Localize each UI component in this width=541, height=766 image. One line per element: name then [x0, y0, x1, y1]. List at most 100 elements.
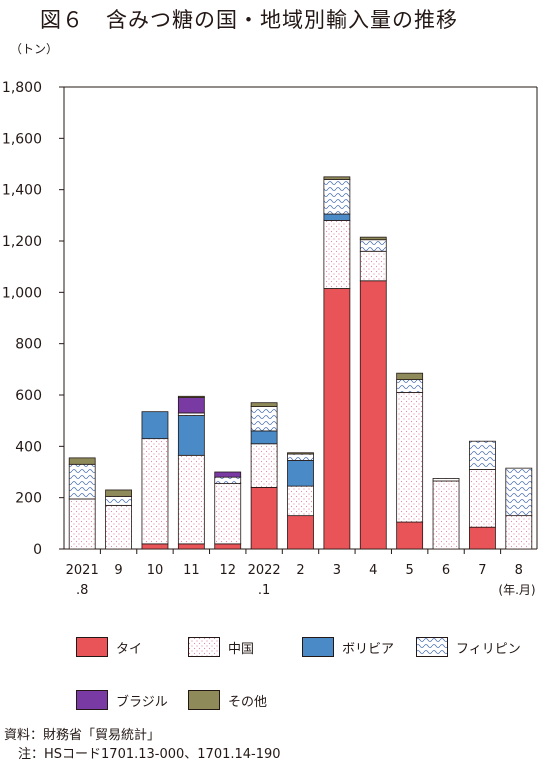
- y-tick-label: 1,000: [2, 285, 42, 301]
- y-tick-label: 1,200: [2, 234, 42, 250]
- source-notes: 資料：財務省「貿易統計」 注：HSコード1701.13-000、1701.14-…: [4, 726, 281, 764]
- legend-label: ボリビア: [342, 641, 395, 657]
- bar-segment-philippines: [432, 478, 460, 482]
- legend-swatch-fill: [302, 637, 334, 657]
- stacked-bar-chart: 0 200 400 600 800 1,000 1,200 1,400 1,600 1,800 20…: [2, 80, 538, 598]
- x-tick-label: 9: [114, 563, 122, 578]
- y-tick-label: 400: [15, 439, 42, 455]
- y-tick-label: 600: [15, 388, 42, 404]
- legend-item-thai: タイ: [76, 636, 142, 658]
- legend-item-other: その他: [188, 689, 267, 711]
- x-tick-label: 12: [219, 563, 236, 578]
- y-tick-label: 1,800: [2, 80, 42, 96]
- bar-segment-philippines: [250, 406, 278, 432]
- legend-swatch-fill: [188, 690, 220, 710]
- chart-title: 図６ 含みつ糖の国・地域別輸入量の推移: [40, 8, 458, 32]
- x-tick-label: 2022: [248, 563, 281, 578]
- legend-swatch-fill: [76, 690, 108, 710]
- bar-segment-china: [68, 498, 96, 550]
- bar-segment-thai: [323, 288, 351, 550]
- legend-item-bolivia: ボリビア: [302, 636, 394, 658]
- x-tick-label: 10: [147, 563, 164, 578]
- bar-segment-china: [396, 392, 424, 523]
- bar-segment-philippines: [469, 440, 496, 470]
- bar-segment-thai: [250, 486, 278, 550]
- bar-segment-china: [177, 454, 205, 545]
- legend-swatch-fill: [416, 637, 448, 657]
- bar-segment-bolivia: [250, 430, 278, 445]
- bar-segment-philippines: [214, 476, 242, 484]
- bar-segment-brazil: [177, 397, 205, 414]
- bar-segment-philippines: [396, 379, 424, 393]
- bar-segment-other: [68, 457, 96, 465]
- legend-swatch-philippines: [416, 637, 448, 657]
- bar-segment-thai: [396, 521, 424, 550]
- bar-segment-china: [214, 483, 242, 545]
- bar-segment-china: [469, 469, 496, 528]
- legend-swatch-fill: [76, 637, 108, 657]
- bar-segment-philippines: [105, 495, 132, 506]
- legend-item-china: 中国: [188, 636, 254, 658]
- bar-segment-china: [432, 480, 460, 550]
- legend-item-philippines: フィリピン: [416, 636, 521, 658]
- x-tick-label: 7: [478, 563, 486, 578]
- y-tick-label: 800: [15, 337, 42, 353]
- source-line: 資料：財務省「貿易統計」: [4, 728, 161, 743]
- legend-swatch-bolivia: [302, 637, 334, 657]
- y-axis-unit: （トン）: [10, 42, 59, 56]
- legend-swatch-china: [188, 637, 220, 657]
- note-line: 注：HSコード1701.13-000、1701.14-190: [18, 747, 281, 762]
- x-tick-label: 11: [183, 563, 200, 578]
- bar-segment-other: [287, 452, 314, 455]
- bar-segment-thai: [177, 543, 205, 550]
- y-tick-label: 0: [33, 542, 42, 558]
- bar-segment-other: [323, 176, 351, 180]
- y-tick-label: 1,600: [2, 131, 42, 147]
- legend-label: タイ: [116, 641, 143, 657]
- bar-segment-other: [177, 395, 205, 398]
- bar-segment-china: [105, 504, 132, 550]
- bar-segment-thai: [214, 543, 242, 550]
- bar-segment-china: [287, 485, 314, 517]
- bar-segment-thai: [287, 515, 314, 550]
- x-tick-label: 2021: [66, 563, 99, 578]
- legend-label: その他: [228, 694, 268, 710]
- bar-segment-thai: [141, 543, 169, 550]
- legend-swatch-thai: [76, 637, 108, 657]
- bar-segment-china: [359, 250, 387, 282]
- bar-segment-philippines: [359, 239, 387, 252]
- bar-segment-bolivia: [323, 213, 351, 221]
- bar-segment-philippines: [68, 463, 96, 500]
- x-tick-label: 6: [442, 563, 450, 578]
- bar-segment-china: [250, 443, 278, 488]
- bar-segment-thai: [359, 280, 387, 550]
- x-tick-label: 3: [333, 563, 341, 578]
- bar-segment-bolivia: [177, 415, 205, 456]
- x-axis-unit: (年.月): [498, 583, 535, 597]
- bar-segment-philippines: [323, 178, 351, 215]
- x-tick-label-sub: .1: [258, 583, 270, 598]
- y-tick-label: 200: [15, 491, 42, 507]
- x-tick-label: 4: [369, 563, 377, 578]
- x-tick-label: 5: [406, 563, 414, 578]
- bar-segment-philippines: [287, 453, 314, 461]
- legend-swatch-brazil: [76, 690, 108, 710]
- y-tick-label: 1,400: [2, 183, 42, 199]
- bar-segment-bolivia: [287, 460, 314, 487]
- bar-segment-other: [105, 489, 132, 497]
- bar-segment-china: [141, 438, 169, 545]
- bar-segment-other: [250, 402, 278, 407]
- bar-segment-brazil: [214, 471, 242, 478]
- x-tick-label: 2: [296, 563, 304, 578]
- legend-swatch-other: [188, 690, 220, 710]
- bar-segment-china: [323, 220, 351, 289]
- legend-label: フィリピン: [456, 641, 521, 657]
- legend-label: ブラジル: [116, 694, 168, 710]
- legend-item-brazil: ブラジル: [76, 689, 168, 711]
- bar-segment-other: [396, 372, 424, 380]
- legend-swatch-fill: [188, 637, 220, 657]
- legend-label: 中国: [228, 641, 255, 657]
- bar-segment-china: [505, 515, 533, 550]
- bar-segment-other: [359, 236, 387, 241]
- x-tick-label-sub: .8: [76, 583, 88, 598]
